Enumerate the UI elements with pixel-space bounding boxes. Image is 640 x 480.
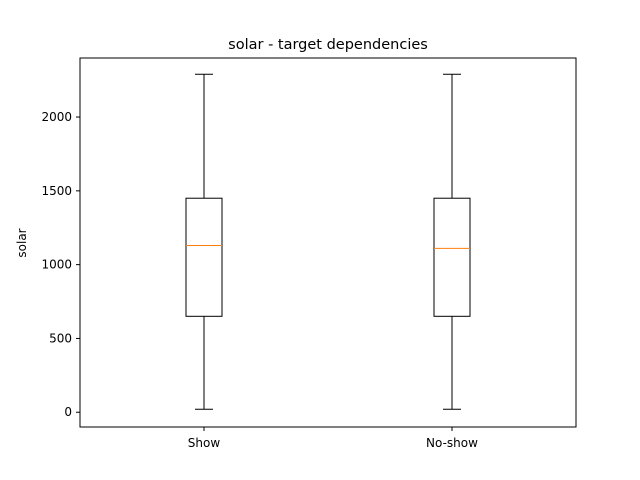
x-tick-label: No-show: [426, 436, 478, 450]
x-tick-label: Show: [188, 436, 221, 450]
y-tick-label: 0: [64, 405, 72, 419]
box-no-show: [433, 73, 471, 410]
x-axis: Show No-show: [188, 427, 478, 450]
chart-title: solar - target dependencies: [228, 37, 428, 53]
axes-frame: [79, 57, 577, 428]
y-tick-label: 2000: [41, 110, 72, 124]
y-tick-label: 500: [49, 331, 72, 345]
y-tick-label: 1500: [41, 184, 72, 198]
iqr-box: [185, 197, 223, 317]
y-axis: 0 500 1000 1500 2000: [41, 110, 80, 419]
y-axis-label: solar: [15, 228, 29, 257]
y-tick-label: 1000: [41, 258, 72, 272]
iqr-box: [433, 197, 471, 317]
box-show: [185, 73, 223, 410]
plot-area: [185, 73, 471, 410]
